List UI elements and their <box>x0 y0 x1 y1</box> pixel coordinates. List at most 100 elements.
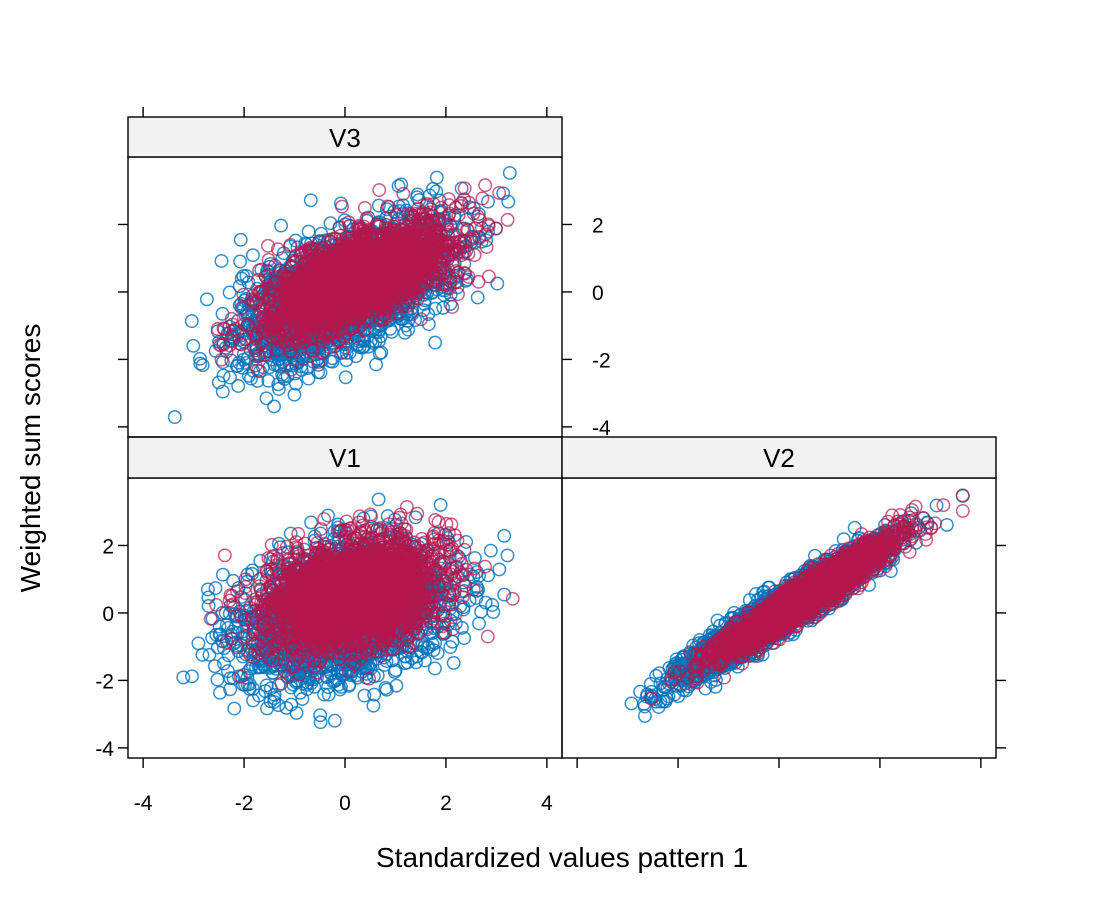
data-point <box>497 587 512 602</box>
data-point <box>224 631 239 646</box>
data-point <box>310 545 325 560</box>
data-point <box>203 611 218 626</box>
data-point <box>455 590 470 605</box>
data-point <box>317 586 332 601</box>
data-point <box>331 637 346 652</box>
data-point <box>369 582 384 597</box>
data-point <box>259 587 274 602</box>
data-point <box>202 647 217 662</box>
data-point <box>279 539 294 554</box>
data-point <box>446 655 461 670</box>
data-point <box>366 566 381 581</box>
data-point <box>323 646 338 661</box>
data-point <box>238 586 253 601</box>
data-point <box>327 624 342 639</box>
data-point <box>338 565 353 580</box>
data-point <box>230 584 245 599</box>
data-point <box>386 624 401 639</box>
data-point <box>343 580 358 595</box>
data-point <box>256 619 271 633</box>
data-point <box>271 536 286 551</box>
data-point <box>333 582 348 597</box>
data-point <box>291 526 306 541</box>
data-point <box>270 622 285 637</box>
data-point <box>283 611 298 626</box>
data-point <box>378 681 393 695</box>
data-point <box>313 653 327 668</box>
data-point <box>339 525 354 540</box>
data-point <box>238 579 253 594</box>
data-point <box>325 613 340 628</box>
data-point <box>209 597 224 612</box>
data-point <box>339 514 354 529</box>
data-point <box>379 682 394 697</box>
data-point <box>338 617 353 632</box>
data-point <box>384 633 399 648</box>
data-point <box>317 554 332 568</box>
data-point <box>195 647 210 662</box>
data-point <box>209 627 224 642</box>
data-point <box>201 590 216 605</box>
data-point <box>358 631 373 646</box>
data-point <box>414 644 428 659</box>
data-point <box>345 633 360 648</box>
data-point <box>316 615 331 630</box>
data-point <box>273 630 288 645</box>
data-point <box>243 647 258 662</box>
data-point <box>306 577 321 592</box>
data-point <box>450 533 465 548</box>
data-point <box>361 530 376 545</box>
data-point <box>340 523 355 538</box>
data-point <box>200 582 215 597</box>
data-point <box>222 593 237 608</box>
data-point <box>371 616 386 631</box>
data-point <box>411 586 426 601</box>
data-point <box>437 616 452 631</box>
data-point <box>276 609 291 624</box>
data-point <box>378 621 393 635</box>
data-point <box>335 604 350 619</box>
data-point <box>505 591 520 606</box>
data-point <box>442 593 457 608</box>
data-point <box>367 687 382 702</box>
data-point <box>213 685 227 700</box>
data-point <box>300 622 315 637</box>
data-point <box>443 542 458 557</box>
data-point <box>431 580 446 594</box>
data-point <box>270 646 285 661</box>
data-point <box>389 678 404 693</box>
data-point <box>469 591 484 605</box>
data-point <box>341 664 356 679</box>
data-point <box>296 576 311 591</box>
data-point <box>393 526 408 541</box>
data-point <box>208 581 223 596</box>
data-point <box>357 688 372 703</box>
data-point <box>343 529 358 544</box>
data-point <box>328 542 343 557</box>
data-point <box>298 600 313 615</box>
data-point <box>397 600 412 615</box>
data-point <box>352 528 367 543</box>
data-point <box>295 691 310 706</box>
data-point <box>362 671 377 686</box>
data-point <box>285 578 300 593</box>
data-point <box>250 637 265 652</box>
data-point <box>185 669 199 684</box>
data-point <box>354 560 369 575</box>
data-point <box>388 578 403 593</box>
data-point <box>223 588 238 603</box>
data-point <box>397 616 412 631</box>
data-point <box>500 548 515 563</box>
data-point <box>321 571 336 586</box>
data-point <box>427 536 442 551</box>
data-point <box>313 715 328 730</box>
data-point <box>401 640 416 655</box>
data-point <box>233 669 248 684</box>
data-point <box>374 540 389 555</box>
data-point <box>367 592 382 607</box>
data-point <box>427 661 442 676</box>
data-point <box>317 687 332 702</box>
data-point <box>361 548 376 563</box>
data-point <box>258 684 273 699</box>
